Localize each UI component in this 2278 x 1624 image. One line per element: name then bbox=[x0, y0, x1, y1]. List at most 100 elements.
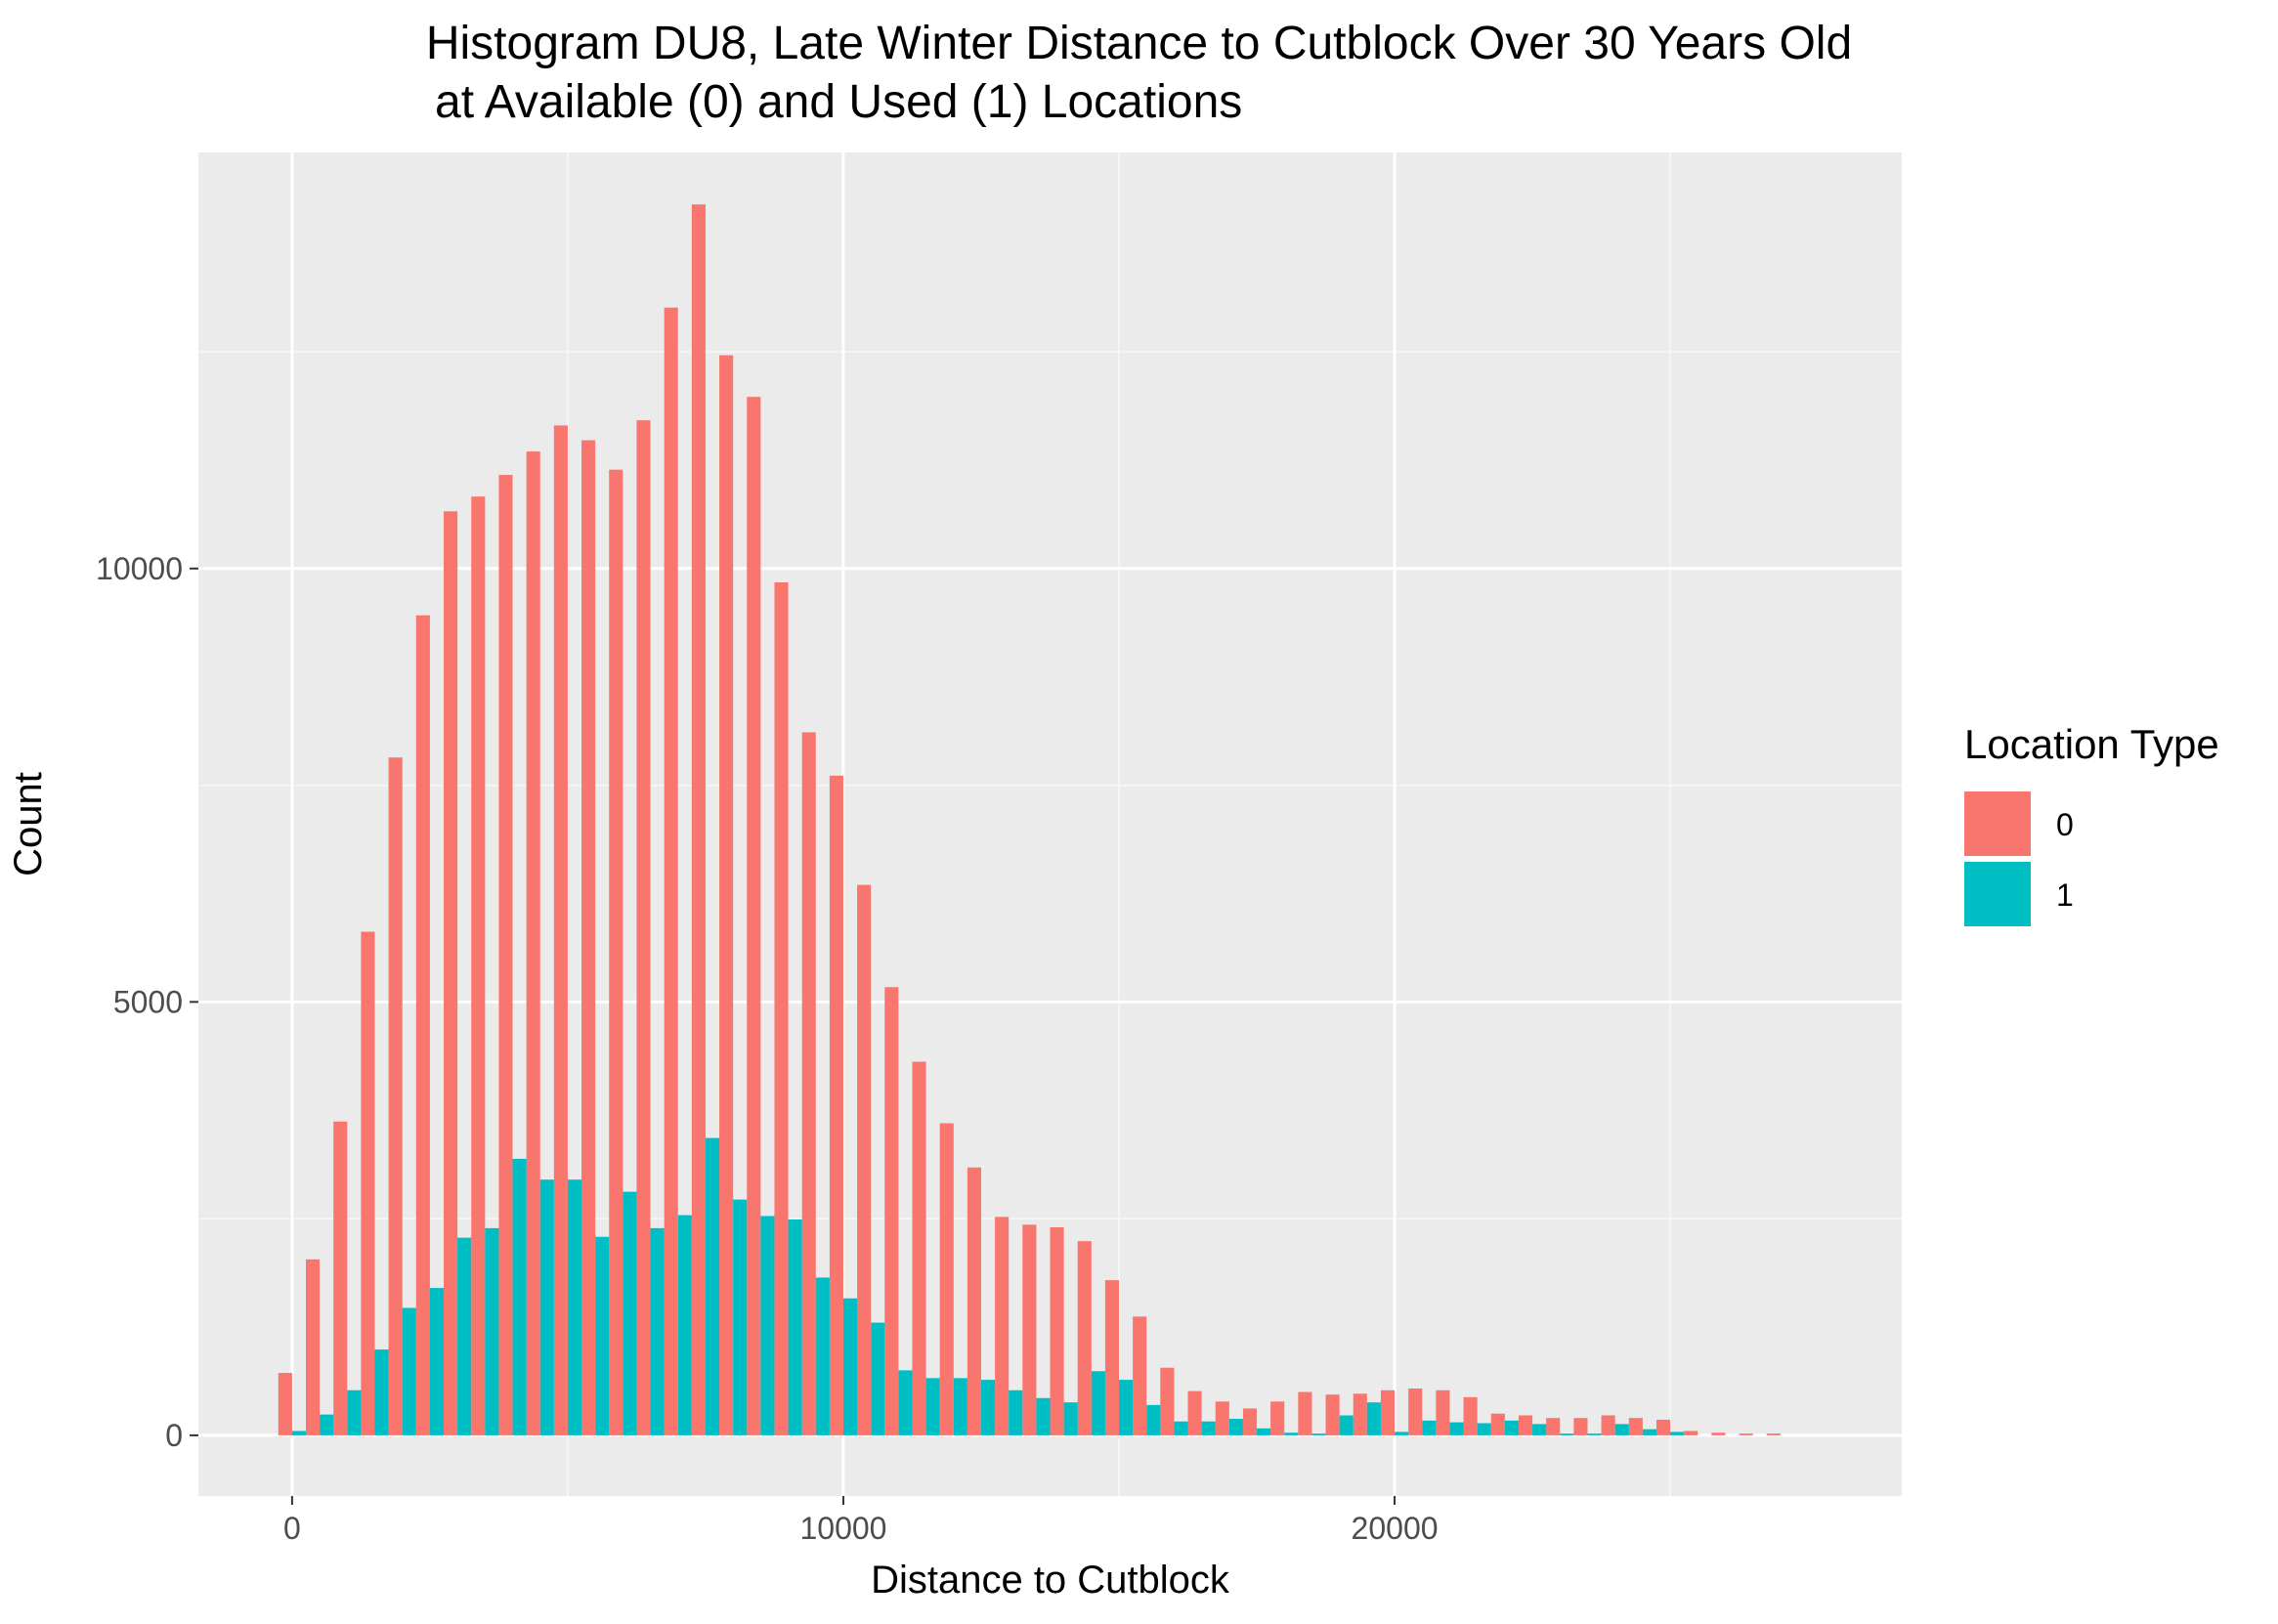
bar-series-1 bbox=[1642, 1429, 1656, 1435]
bar-series-0 bbox=[1628, 1418, 1643, 1435]
bar-series-0 bbox=[498, 475, 513, 1435]
y-tick-label: 0 bbox=[165, 1418, 183, 1453]
bar-series-1 bbox=[1119, 1380, 1134, 1435]
bar-series-1 bbox=[1614, 1424, 1629, 1435]
bar-series-1 bbox=[374, 1349, 389, 1435]
bar-series-1 bbox=[677, 1215, 692, 1435]
bar-series-1 bbox=[1174, 1421, 1188, 1435]
bar-series-1 bbox=[1449, 1422, 1464, 1435]
bar-series-0 bbox=[1298, 1391, 1312, 1435]
bar-series-1 bbox=[733, 1199, 748, 1435]
bar-series-0 bbox=[278, 1373, 292, 1435]
bar-series-1 bbox=[898, 1370, 913, 1435]
bar-series-1 bbox=[980, 1380, 996, 1435]
bar-series-1 bbox=[1587, 1433, 1602, 1435]
bar-series-0 bbox=[444, 511, 458, 1435]
legend-key-0 bbox=[1964, 791, 2031, 856]
bar-series-0 bbox=[1380, 1389, 1396, 1435]
legend-title: Location Type bbox=[1964, 721, 2219, 767]
bar-series-1 bbox=[567, 1179, 582, 1435]
bar-series-0 bbox=[1655, 1419, 1671, 1435]
x-axis-label: Distance to Cutblock bbox=[871, 1559, 1230, 1602]
bar-series-0 bbox=[1050, 1227, 1064, 1435]
bar-series-1 bbox=[429, 1288, 445, 1435]
x-axis: 0 10000 20000 bbox=[283, 1496, 1439, 1546]
bar-series-1 bbox=[1670, 1432, 1685, 1435]
bar-series-0 bbox=[1353, 1393, 1367, 1435]
bar-series-1 bbox=[1257, 1428, 1271, 1435]
bar-series-0 bbox=[1490, 1413, 1505, 1435]
bar-series-1 bbox=[788, 1219, 802, 1435]
bar-series-0 bbox=[305, 1259, 321, 1435]
bar-series-1 bbox=[347, 1389, 362, 1435]
bar-series-1 bbox=[1091, 1371, 1105, 1435]
bar-series-0 bbox=[553, 425, 568, 1435]
bar-series-0 bbox=[1325, 1394, 1340, 1435]
bar-series-1 bbox=[953, 1378, 967, 1435]
bar-series-1 bbox=[1284, 1432, 1299, 1435]
bar-series-0 bbox=[801, 732, 816, 1435]
bar-series-0 bbox=[1573, 1418, 1588, 1435]
bar-series-0 bbox=[939, 1123, 954, 1435]
bar-series-0 bbox=[995, 1217, 1010, 1435]
bar-series-0 bbox=[1546, 1418, 1561, 1435]
y-tick-label: 5000 bbox=[113, 984, 183, 1019]
bar-series-1 bbox=[871, 1322, 885, 1435]
bar-series-1 bbox=[1063, 1402, 1078, 1435]
bar-series-1 bbox=[1311, 1433, 1326, 1435]
bar-series-1 bbox=[1477, 1423, 1491, 1435]
bar-series-0 bbox=[1022, 1224, 1037, 1435]
bar-series-0 bbox=[1104, 1280, 1120, 1435]
bar-series-1 bbox=[1339, 1415, 1354, 1435]
bar-series-1 bbox=[623, 1191, 637, 1435]
bar-series-0 bbox=[691, 204, 706, 1435]
bar-series-1 bbox=[1504, 1420, 1519, 1435]
bar-series-0 bbox=[1187, 1390, 1202, 1435]
bar-series-0 bbox=[1408, 1389, 1423, 1435]
bar-series-1 bbox=[320, 1414, 334, 1435]
bar-series-0 bbox=[664, 307, 678, 1435]
bar-series-0 bbox=[581, 440, 596, 1435]
bar-series-1 bbox=[842, 1298, 858, 1435]
bar-series-1 bbox=[457, 1237, 472, 1435]
bar-series-1 bbox=[1422, 1420, 1437, 1435]
chart-title: Histogram DU8, Late Winter Distance to C… bbox=[425, 18, 1853, 69]
bar-series-0 bbox=[1242, 1408, 1258, 1435]
bar-series-1 bbox=[512, 1158, 527, 1435]
bar-series-0 bbox=[857, 884, 872, 1435]
bar-series-1 bbox=[485, 1227, 499, 1435]
bar-series-0 bbox=[1463, 1396, 1478, 1435]
bar-series-1 bbox=[1366, 1402, 1381, 1435]
y-tick-label: 10000 bbox=[96, 551, 183, 586]
bar-series-0 bbox=[1711, 1432, 1726, 1435]
bar-series-0 bbox=[967, 1167, 981, 1435]
bar-series-0 bbox=[1077, 1241, 1092, 1435]
bar-series-0 bbox=[1215, 1401, 1229, 1435]
bar-series-0 bbox=[471, 496, 486, 1435]
bars-group bbox=[278, 204, 1781, 1435]
bar-series-0 bbox=[1160, 1367, 1175, 1435]
bar-series-0 bbox=[415, 615, 430, 1435]
x-tick-label: 20000 bbox=[1352, 1511, 1439, 1546]
bar-series-1 bbox=[1395, 1432, 1409, 1435]
bar-series-0 bbox=[1133, 1316, 1147, 1435]
bar-series-1 bbox=[815, 1277, 830, 1435]
bar-series-0 bbox=[829, 775, 843, 1435]
legend-label-0: 0 bbox=[2056, 807, 2074, 842]
bar-series-0 bbox=[1270, 1401, 1285, 1435]
bar-series-0 bbox=[1436, 1389, 1450, 1435]
bar-series-0 bbox=[388, 757, 403, 1435]
bar-series-1 bbox=[760, 1216, 775, 1435]
bar-series-1 bbox=[539, 1179, 554, 1435]
x-tick-label: 10000 bbox=[799, 1511, 886, 1546]
y-axis: 0 5000 10000 bbox=[96, 551, 198, 1453]
bar-series-1 bbox=[1201, 1421, 1216, 1435]
bar-series-0 bbox=[884, 987, 899, 1435]
bar-series-0 bbox=[609, 469, 623, 1435]
x-tick-label: 0 bbox=[283, 1511, 301, 1546]
bar-series-1 bbox=[1532, 1424, 1547, 1435]
bar-series-0 bbox=[1766, 1433, 1781, 1435]
bar-series-0 bbox=[361, 931, 375, 1435]
chart-subtitle: at Available (0) and Used (1) Locations bbox=[435, 76, 1243, 128]
bar-series-0 bbox=[1739, 1433, 1753, 1435]
